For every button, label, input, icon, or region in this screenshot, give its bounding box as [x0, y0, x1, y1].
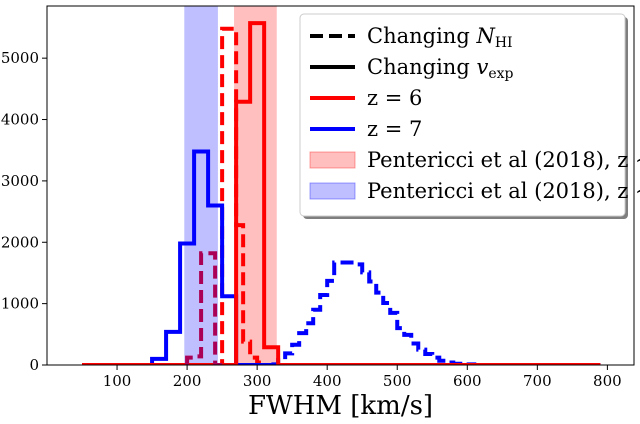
plot-frame	[46, 5, 635, 366]
y-tick-label: 0	[29, 356, 39, 374]
legend-entry-5-swatch	[309, 182, 356, 200]
x-tick-label: 400	[313, 372, 342, 390]
legend: Changing NHI Changing vexp z = 6 z = 7 Pente…	[299, 13, 640, 219]
x-tick-label: 800	[593, 372, 622, 390]
x-tick-label: 200	[173, 372, 202, 390]
y-axis: 0 1000 2000 3000 4000 5000	[1, 49, 47, 374]
legend-entry-4-swatch	[309, 151, 356, 169]
legend-box	[299, 13, 626, 217]
legend-entry-1-label: Changing vexp	[367, 55, 514, 82]
series-z-7-changing-n-hi	[82, 260, 601, 365]
x-tick-label: 100	[103, 372, 132, 390]
y-tick-label: 5000	[1, 49, 39, 67]
x-tick-label: 500	[383, 372, 412, 390]
band-z7	[184, 6, 218, 365]
x-axis: 100 200 300 400 500 600 700 800	[103, 365, 622, 390]
series-z-7-changing-v-exp	[82, 149, 601, 365]
y-tick-label: 2000	[1, 233, 39, 251]
series-z-6-changing-n-hi-overlap-	[185, 251, 223, 365]
legend-entry-3-label: z = 7	[367, 117, 422, 141]
histogram-series	[82, 21, 601, 365]
y-tick-label: 1000	[1, 295, 39, 313]
legend-entry-5-label: Pentericci et al (2018), z ∼ 7	[367, 179, 640, 203]
x-tick-label: 300	[243, 372, 272, 390]
x-tick-label: 700	[523, 372, 552, 390]
x-tick-label: 600	[453, 372, 482, 390]
legend-entry-2-label: z = 6	[367, 86, 422, 110]
legend-entry-0-label: Changing NHI	[367, 24, 513, 51]
y-tick-label: 4000	[1, 111, 39, 129]
highlight-bands	[184, 6, 277, 365]
y-tick-label: 3000	[1, 172, 39, 190]
x-axis-title: FWHM [km/s]	[248, 391, 433, 421]
band-z6	[234, 6, 277, 365]
legend-entry-4-label: Pentericci et al (2018), z ∼ 6	[367, 148, 640, 172]
